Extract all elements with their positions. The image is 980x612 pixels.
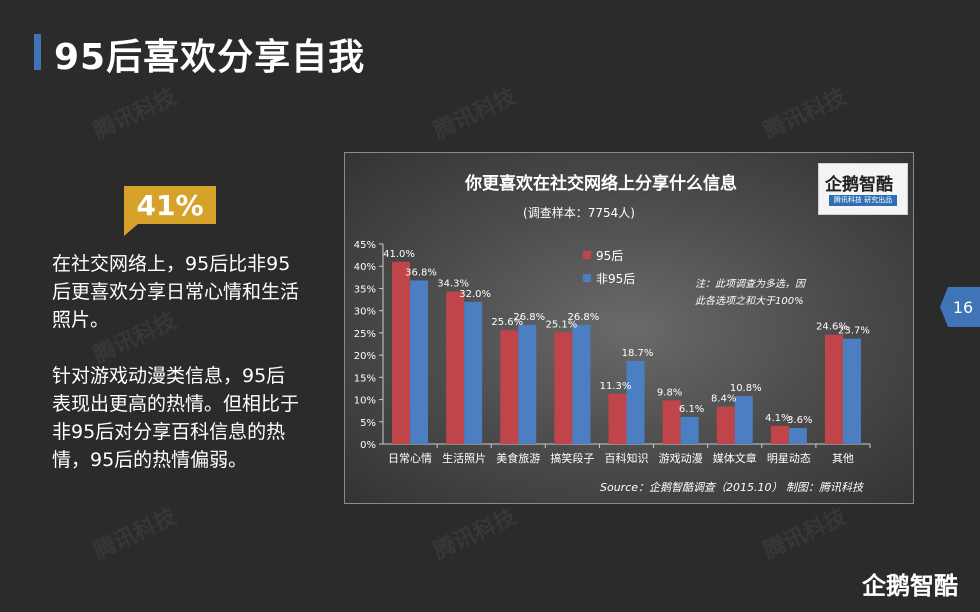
chart-title: 你更喜欢在社交网络上分享什么信息 (464, 173, 737, 194)
bar-non95 (626, 360, 645, 444)
watermark: 腾讯科技 (759, 504, 851, 565)
bar-value-label: 25.6% (491, 317, 523, 328)
x-tick-label: 生活照片 (442, 451, 486, 465)
bar-value-label: 26.8% (567, 312, 599, 323)
legend-label-95: 95后 (596, 249, 623, 263)
y-tick-label: 30% (354, 307, 376, 318)
bar-95 (608, 393, 627, 444)
bar-value-label: 9.8% (657, 387, 682, 398)
chart-note-line2: 此各选项之和大于100% (695, 295, 804, 307)
bar-non95 (464, 301, 483, 444)
paragraph-game-anime: 针对游戏动漫类信息，95后表现出更高的热情。但相比于非95后对分享百科信息的热情… (52, 365, 300, 471)
bar-95 (500, 330, 519, 444)
page-number: 16 (940, 287, 980, 327)
bar-value-label: 23.7% (838, 326, 870, 337)
bar-value-label: 32.0% (459, 289, 491, 300)
bar-value-label: 11.3% (600, 381, 632, 392)
bar-95 (554, 332, 573, 444)
watermark: 腾讯科技 (89, 504, 181, 565)
bar-95 (824, 334, 843, 444)
bar-95 (392, 261, 411, 444)
y-tick-label: 15% (354, 373, 376, 384)
watermark: 腾讯科技 (429, 504, 521, 565)
bar-non95 (734, 396, 753, 444)
chart-note-line1: 注：此项调查为多选，因 (695, 278, 807, 290)
bar-value-label: 26.8% (513, 312, 545, 323)
watermark: 腾讯科技 (759, 84, 851, 145)
y-tick-label: 0% (360, 440, 376, 451)
watermark: 腾讯科技 (89, 84, 181, 145)
x-tick-label: 搞笑段子 (550, 451, 594, 465)
bar-value-label: 18.7% (622, 348, 654, 359)
legend-swatch-95 (583, 251, 591, 259)
y-tick-label: 10% (354, 396, 376, 407)
y-tick-label: 40% (354, 262, 376, 273)
bar-95 (770, 425, 789, 444)
paragraph-daily-sharing: 在社交网络上，95后比非95后更喜欢分享日常心情和生活照片。 (52, 253, 300, 331)
bar-chart: 你更喜欢在社交网络上分享什么信息 (调查样本：7754人) 0% 5% 10% 15%… (354, 173, 871, 494)
legend-swatch-non95 (583, 274, 591, 282)
y-tick-label: 25% (354, 329, 376, 340)
bar-value-label: 25.1% (545, 319, 577, 330)
y-tick-label: 20% (354, 351, 376, 362)
bar-value-label: 34.3% (437, 279, 469, 290)
title-accent-bar (34, 34, 41, 70)
bar-non95 (788, 428, 807, 444)
bar-value-label: 6.1% (679, 404, 704, 415)
chart-source: Source：企鹅智酷调查（2015.10） 制图：腾讯科技 (600, 481, 865, 494)
logo-subtitle: 腾讯科技 研究出品 (829, 195, 897, 206)
survey-logo: 企鹅智酷 腾讯科技 研究出品 (818, 163, 908, 215)
bar-95 (662, 400, 681, 444)
bar-value-label: 10.8% (730, 383, 762, 394)
bar-95 (446, 291, 465, 444)
x-tick-label: 媒体文章 (713, 451, 757, 465)
legend-label-non95: 非95后 (596, 272, 635, 286)
chart-subtitle: (调查样本：7754人) (523, 205, 635, 220)
page-title: 95后喜欢分享自我 (54, 37, 366, 78)
x-tick-label: 日常心情 (388, 452, 432, 465)
watermark: 腾讯科技 (429, 84, 521, 145)
brand-logo: 企鹅智酷 (862, 572, 958, 600)
y-tick-label: 5% (360, 418, 376, 429)
x-tick-label: 百科知识 (605, 451, 649, 465)
badge-tail (124, 224, 138, 236)
x-tick-label: 明星动态 (767, 452, 811, 465)
y-tick-label: 45% (354, 240, 376, 251)
x-tick-label: 游戏动漫 (659, 451, 703, 465)
bar-non95 (842, 338, 861, 444)
bar-value-label: 41.0% (383, 249, 415, 260)
bar-value-label: 4.1% (765, 413, 790, 424)
bar-value-label: 3.6% (787, 415, 812, 426)
bar-non95 (680, 416, 699, 444)
percent-badge: 41% (124, 186, 216, 224)
x-tick-label: 其他 (832, 452, 854, 465)
bar-non95 (572, 324, 591, 444)
bar-value-label: 24.6% (816, 322, 848, 333)
bar-non95 (518, 324, 537, 444)
logo-name: 企鹅智酷 (825, 175, 893, 195)
y-tick-label: 35% (354, 284, 376, 295)
bar-value-label: 8.4% (711, 394, 736, 405)
bar-non95 (410, 280, 429, 444)
bar-95 (716, 406, 735, 444)
bar-value-label: 36.8% (405, 267, 437, 278)
x-tick-label: 美食旅游 (496, 451, 540, 465)
